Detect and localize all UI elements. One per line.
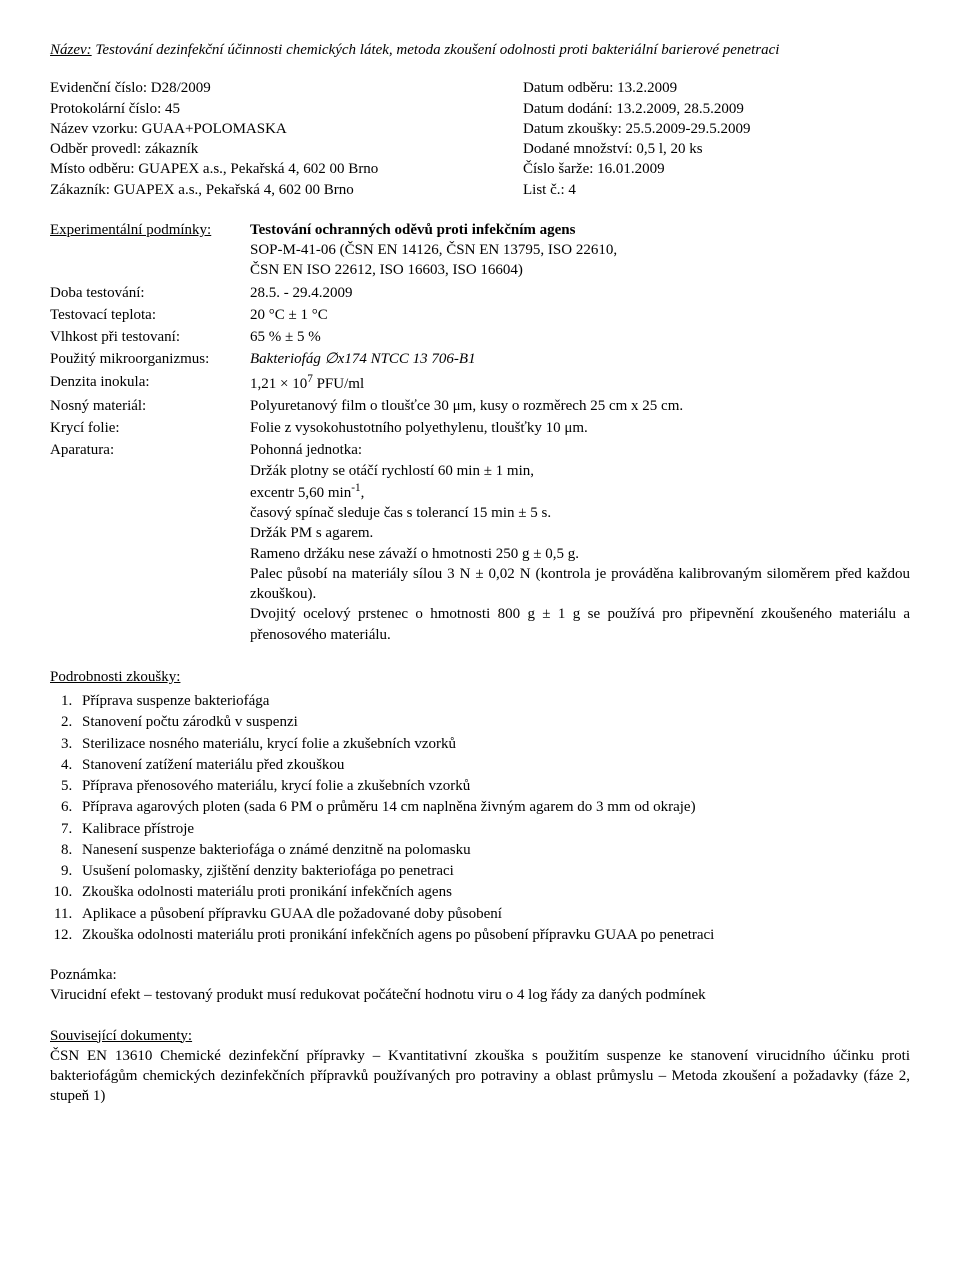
list-cislo: List č.: 4 (523, 180, 910, 200)
aparatura-label: Aparatura: (50, 440, 250, 647)
datum-zkousky: Datum zkoušky: 25.5.2009-29.5.2009 (523, 119, 910, 139)
mikro-value: Bakteriofág ∅x174 NTCC 13 706-B1 (250, 349, 910, 371)
dodane-mnozstvi: Dodané množství: 0,5 l, 20 ks (523, 139, 910, 159)
aparatura-value: Pohonná jednotka: Držák plotny se otáčí … (250, 440, 910, 647)
note-text: Virucidní efekt – testovaný produkt musí… (50, 985, 910, 1005)
datum-odberu: Datum odběru: 13.2.2009 (523, 78, 910, 98)
step-item: Stanovení zatížení materiálu před zkoušk… (76, 755, 910, 775)
denzita-value: 1,21 × 107 PFU/ml (250, 372, 910, 396)
step-item: Zkouška odolnosti materiálu proti pronik… (76, 925, 910, 945)
doba-row: Doba testování: 28.5. - 29.4.2009 (50, 283, 910, 305)
nazev-value: Testování dezinfekční účinnosti chemický… (95, 42, 779, 58)
note-heading: Poznámka: (50, 965, 910, 985)
step-item: Stanovení počtu zárodků v suspenzi (76, 712, 910, 732)
aparatura-row: Aparatura: Pohonná jednotka: Držák plotn… (50, 440, 910, 647)
note-section: Poznámka: Virucidní efekt – testovaný pr… (50, 965, 910, 1006)
step-item: Příprava suspenze bakteriofága (76, 691, 910, 711)
teplota-row: Testovací teplota: 20 °C ± 1 °C (50, 305, 910, 327)
steps-list: Příprava suspenze bakteriofágaStanovení … (50, 691, 910, 945)
exp-heading-value: Testování ochranných oděvů proti infekčn… (250, 220, 910, 283)
mikro-row: Použitý mikroorganizmus: Bakteriofág ∅x1… (50, 349, 910, 371)
nazev-vzorku: Název vzorku: GUAA+POLOMASKA (50, 119, 523, 139)
denzita-row: Denzita inokula: 1,21 × 107 PFU/ml (50, 372, 910, 396)
step-item: Usušení polomasky, zjištění denzity bakt… (76, 861, 910, 881)
kryci-label: Krycí folie: (50, 418, 250, 440)
doba-label: Doba testování: (50, 283, 250, 305)
odber-provedl: Odběr provedl: zákazník (50, 139, 523, 159)
evidencni-cislo: Evidenční číslo: D28/2009 (50, 78, 523, 98)
zakaznik: Zákazník: GUAPEX a.s., Pekařská 4, 602 0… (50, 180, 523, 200)
misto-odberu: Místo odběru: GUAPEX a.s., Pekařská 4, 6… (50, 159, 523, 179)
exp-heading-row: Experimentální podmínky: Testování ochra… (50, 220, 910, 283)
steps-section: Podrobnosti zkoušky: Příprava suspenze b… (50, 667, 910, 945)
metadata-right: Datum odběru: 13.2.2009 Datum dodání: 13… (523, 78, 910, 200)
steps-heading: Podrobnosti zkoušky: (50, 667, 910, 687)
step-item: Zkouška odolnosti materiálu proti pronik… (76, 882, 910, 902)
exp-heading-label: Experimentální podmínky: (50, 220, 250, 283)
mikro-label: Použitý mikroorganizmus: (50, 349, 250, 371)
experimental-conditions: Experimentální podmínky: Testování ochra… (50, 220, 910, 647)
metadata-row: Evidenční číslo: D28/2009 Protokolární č… (50, 78, 910, 200)
step-item: Sterilizace nosného materiálu, krycí fol… (76, 734, 910, 754)
vlhkost-row: Vlhkost při testovaní: 65 % ± 5 % (50, 327, 910, 349)
teplota-label: Testovací teplota: (50, 305, 250, 327)
nosny-value: Polyuretanový film o tloušťce 30 μm, kus… (250, 396, 910, 418)
protokolarni-cislo: Protokolární číslo: 45 (50, 99, 523, 119)
related-text: ČSN EN 13610 Chemické dezinfekční přípra… (50, 1046, 910, 1107)
cislo-sarze: Číslo šarže: 16.01.2009 (523, 159, 910, 179)
document-title-block: Název: Testování dezinfekční účinnosti c… (50, 40, 910, 60)
nosny-label: Nosný materiál: (50, 396, 250, 418)
kryci-row: Krycí folie: Folie z vysokohustotního po… (50, 418, 910, 440)
denzita-label: Denzita inokula: (50, 372, 250, 396)
doba-value: 28.5. - 29.4.2009 (250, 283, 910, 305)
step-item: Příprava přenosového materiálu, krycí fo… (76, 776, 910, 796)
related-section: Související dokumenty: ČSN EN 13610 Chem… (50, 1026, 910, 1107)
step-item: Kalibrace přístroje (76, 819, 910, 839)
kryci-value: Folie z vysokohustotního polyethylenu, t… (250, 418, 910, 440)
vlhkost-label: Vlhkost při testovaní: (50, 327, 250, 349)
vlhkost-value: 65 % ± 5 % (250, 327, 910, 349)
metadata-left: Evidenční číslo: D28/2009 Protokolární č… (50, 78, 523, 200)
nazev-label: Název: (50, 42, 92, 58)
nosny-row: Nosný materiál: Polyuretanový film o tlo… (50, 396, 910, 418)
step-item: Aplikace a působení přípravku GUAA dle p… (76, 904, 910, 924)
step-item: Nanesení suspenze bakteriofága o známé d… (76, 840, 910, 860)
related-heading: Související dokumenty: (50, 1026, 910, 1046)
datum-dodani: Datum dodání: 13.2.2009, 28.5.2009 (523, 99, 910, 119)
teplota-value: 20 °C ± 1 °C (250, 305, 910, 327)
step-item: Příprava agarových ploten (sada 6 PM o p… (76, 797, 910, 817)
